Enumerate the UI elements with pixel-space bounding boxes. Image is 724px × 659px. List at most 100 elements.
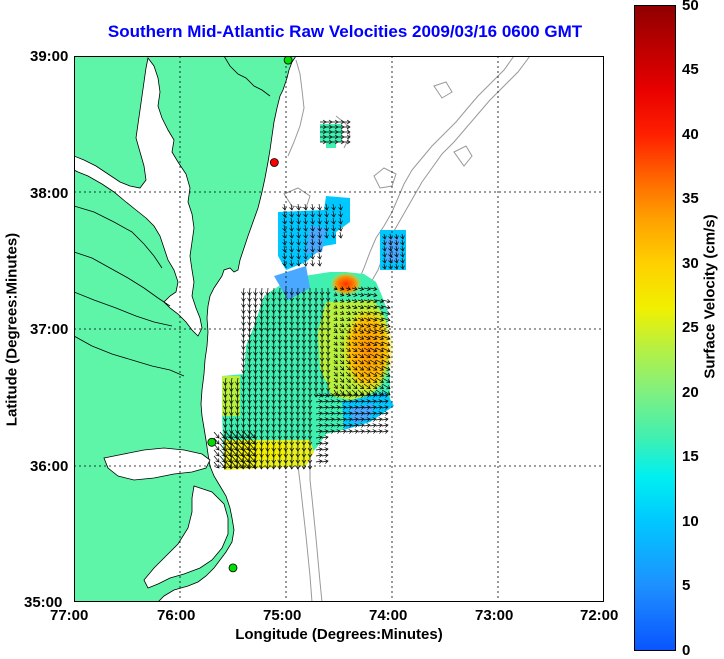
velocity-arrow [310, 203, 315, 211]
velocity-arrow [282, 259, 287, 267]
velocity-arrow [351, 359, 358, 365]
velocity-arrow [247, 377, 252, 386]
velocity-arrow [339, 371, 345, 377]
velocity-arrow [345, 423, 353, 428]
grid-lines [74, 56, 604, 602]
velocity-arrow [324, 224, 329, 232]
velocity-arrow [321, 405, 329, 410]
velocity-arrow [265, 329, 270, 338]
velocity-arrow [381, 323, 391, 328]
velocity-arrow [223, 401, 228, 410]
map-panel[interactable] [74, 56, 604, 602]
velocity-arrow [277, 455, 283, 464]
velocity-arrow [345, 429, 353, 434]
velocity-arrow [253, 293, 258, 302]
velocity-arrow [277, 461, 283, 470]
velocity-arrow [339, 341, 345, 346]
velocity-arrow [333, 310, 338, 315]
velocity-arrow [265, 419, 270, 428]
radar-stations [207, 56, 293, 573]
velocity-arrow [247, 311, 252, 320]
velocity-arrow [333, 393, 341, 398]
velocity-arrow [375, 423, 383, 428]
velocity-arrow [271, 419, 276, 428]
velocity-arrow [277, 395, 283, 404]
velocity-arrow [357, 298, 365, 304]
velocity-arrow [289, 245, 294, 253]
velocity-arrow [253, 419, 258, 428]
velocity-arrow [345, 383, 351, 390]
velocity-arrow [296, 217, 301, 225]
velocity-arrow [259, 305, 264, 314]
velocity-arrow [282, 245, 287, 253]
velocity-arrow [265, 353, 270, 362]
velocity-arrow [321, 453, 329, 458]
velocity-arrow [271, 317, 276, 326]
velocity-arrow [223, 383, 228, 392]
velocity-arrow [315, 447, 323, 452]
colorbar-tick: 40 [682, 126, 699, 143]
velocity-arrow [345, 371, 351, 377]
velocity-arrow [388, 251, 393, 258]
velocity-arrow [382, 233, 387, 240]
velocity-arrow [271, 413, 276, 422]
velocity-arrow [243, 449, 250, 457]
map-title: Southern Mid-Atlantic Raw Velocities 200… [107, 22, 583, 41]
velocity-arrow [339, 383, 345, 390]
velocity-arrow [310, 245, 315, 253]
velocity-arrow [271, 437, 276, 446]
velocity-map[interactable] [74, 56, 604, 602]
velocity-arrow [259, 431, 264, 440]
velocity-arrow [375, 347, 384, 353]
velocity-arrow [351, 393, 359, 398]
velocity-arrow [265, 395, 270, 404]
velocity-arrow [277, 431, 283, 440]
velocity-arrow [339, 292, 345, 297]
velocity-arrow [339, 329, 345, 334]
velocity-arrow [303, 252, 308, 260]
velocity-arrow [310, 224, 315, 232]
velocity-arrow [235, 419, 240, 428]
velocity-arrow [289, 231, 294, 239]
velocity-arrow [271, 335, 276, 344]
velocity-arrow [381, 359, 391, 365]
velocity-arrow [357, 304, 365, 310]
velocity-arrow [345, 304, 351, 309]
colorbar-tick: 5 [682, 577, 691, 594]
velocity-arrow [351, 417, 359, 422]
velocity-arrow [317, 210, 322, 218]
colorbar-tick: 35 [682, 190, 699, 207]
velocity-arrow [213, 449, 220, 457]
velocity-arrow [265, 443, 270, 452]
velocity-arrow [231, 455, 238, 463]
velocity-arrow [345, 323, 351, 328]
velocity-arrow [381, 347, 391, 353]
velocity-arrow [277, 359, 283, 368]
velocity-arrow [324, 210, 329, 218]
velocity-arrow [321, 417, 329, 422]
velocity-arrow [247, 383, 252, 392]
velocity-arrow [247, 425, 252, 434]
velocity-arrow [317, 231, 322, 239]
colorbar-tick: 30 [682, 255, 699, 272]
velocity-arrow [315, 399, 323, 404]
velocity-arrow [225, 443, 232, 451]
velocity-arrow [247, 419, 252, 428]
velocity-arrow [351, 298, 358, 304]
velocity-arrow [310, 210, 315, 218]
velocity-arrow [333, 335, 338, 340]
velocity-arrow [243, 431, 250, 439]
velocity-arrow [295, 461, 301, 470]
velocity-arrow [229, 389, 234, 398]
velocity-arrow [333, 399, 341, 404]
velocity-arrow [351, 405, 359, 410]
velocity-arrow [235, 389, 240, 398]
y-tick-label: 39:00 [30, 48, 69, 65]
velocity-arrow [213, 461, 220, 469]
velocity-arrow [223, 425, 228, 434]
x-tick-label: 73:00 [475, 607, 514, 624]
velocity-arrow [363, 335, 371, 340]
velocity-arrow [394, 257, 399, 264]
velocity-arrow [363, 304, 371, 310]
velocity-arrow [317, 252, 322, 260]
